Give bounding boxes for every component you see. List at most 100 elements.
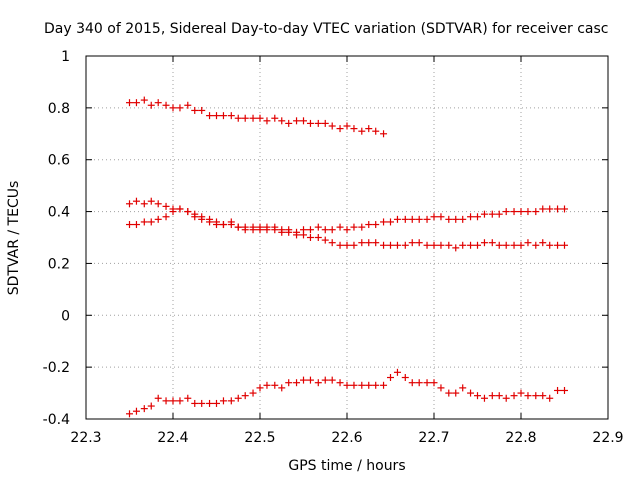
data-point-satellite-d — [546, 394, 554, 402]
data-point-satellite-a — [350, 125, 358, 133]
data-point-satellite-d — [430, 379, 438, 387]
data-point-satellite-c — [380, 218, 388, 226]
data-point-satellite-d — [162, 397, 170, 405]
data-point-satellite-d — [393, 368, 401, 376]
y-axis-label: SDTVAR / TECUs — [6, 181, 22, 296]
data-point-satellite-d — [328, 376, 336, 384]
axis-ticks: 22.3 22.4 22.5 22.6 22.7 22.8 22.9 -0.4 -0.2 0 0.2… — [43, 49, 624, 446]
data-point-satellite-c — [415, 215, 423, 223]
data-point-satellite-d — [561, 386, 568, 394]
data-point-satellite-c — [154, 215, 162, 223]
data-point-satellite-a — [219, 112, 227, 120]
data-point-satellite-b — [510, 241, 518, 249]
data-point-satellite-a — [147, 101, 155, 109]
x-tick-label: 22.5 — [244, 430, 275, 446]
data-point-satellite-c — [314, 223, 322, 231]
y-tick-label: 0.6 — [48, 153, 70, 169]
data-point-satellite-c — [554, 205, 562, 213]
data-point-satellite-a — [213, 112, 220, 120]
data-point-satellite-d — [554, 386, 562, 394]
data-point-satellite-a — [241, 114, 249, 122]
data-point-satellite-d — [343, 381, 351, 389]
data-point-satellite-b — [532, 241, 540, 249]
y-tick-label: 0.4 — [48, 205, 70, 221]
data-point-satellite-b — [328, 239, 336, 247]
data-point-satellite-a — [321, 119, 329, 127]
data-point-satellite-b — [445, 241, 453, 249]
data-point-satellite-a — [271, 114, 279, 122]
data-point-satellite-b — [474, 241, 481, 249]
data-point-satellite-b — [132, 197, 140, 205]
data-point-satellite-d — [213, 399, 220, 407]
data-point-satellite-a — [169, 104, 177, 112]
data-point-satellite-b — [546, 241, 554, 249]
data-point-satellite-c — [176, 205, 184, 213]
data-point-satellite-c — [488, 210, 496, 218]
data-point-satellite-c — [219, 221, 227, 229]
data-point-satellite-d — [206, 399, 214, 407]
data-point-satellite-d — [184, 394, 192, 402]
data-point-satellite-d — [495, 392, 503, 400]
data-point-satellite-a — [358, 127, 366, 135]
data-point-satellite-b — [517, 241, 525, 249]
x-tick-label: 22.7 — [418, 430, 449, 446]
data-point-satellite-b — [358, 239, 366, 247]
data-point-satellite-d — [147, 402, 155, 410]
data-point-satellite-a — [206, 112, 214, 120]
data-point-satellite-d — [132, 407, 140, 415]
data-point-satellite-c — [546, 205, 554, 213]
data-point-satellite-d — [480, 394, 488, 402]
data-point-satellite-c — [300, 226, 307, 234]
data-point-satellite-c — [285, 226, 293, 234]
data-point-satellite-a — [176, 104, 184, 112]
data-point-satellite-d — [169, 397, 177, 405]
data-point-satellite-c — [256, 223, 264, 231]
data-point-satellite-b — [524, 239, 532, 247]
data-point-satellite-c — [126, 221, 133, 229]
data-point-satellite-c — [430, 213, 438, 221]
y-tick-label: 0 — [61, 308, 70, 324]
data-point-satellite-c — [401, 215, 409, 223]
data-point-satellite-d — [532, 392, 540, 400]
data-point-satellite-d — [256, 384, 264, 392]
data-point-satellite-c — [474, 213, 481, 221]
y-tick-label: 1 — [61, 49, 70, 65]
data-point-satellite-d — [336, 379, 344, 387]
data-point-satellite-a — [154, 99, 162, 107]
data-point-satellite-c — [132, 221, 140, 229]
data-point-satellite-b — [430, 241, 438, 249]
data-point-satellite-c — [321, 226, 329, 234]
data-point-satellite-a — [314, 119, 322, 127]
data-point-satellite-d — [372, 381, 380, 389]
data-point-satellite-d — [358, 381, 366, 389]
data-point-satellite-d — [539, 392, 547, 400]
data-point-satellite-b — [401, 241, 409, 249]
data-point-satellite-b — [126, 200, 133, 208]
data-point-satellite-a — [328, 122, 336, 130]
data-point-satellite-d — [154, 394, 162, 402]
data-point-satellite-c — [213, 221, 220, 229]
data-point-satellite-b — [365, 239, 373, 247]
data-point-satellite-d — [445, 389, 453, 397]
data-point-satellite-b — [408, 239, 416, 247]
data-point-satellite-c — [510, 208, 518, 216]
data-point-satellite-d — [467, 389, 475, 397]
data-points — [126, 96, 568, 418]
data-point-satellite-b — [554, 241, 562, 249]
data-point-satellite-d — [314, 379, 322, 387]
grid — [86, 56, 608, 419]
data-point-satellite-c — [328, 226, 336, 234]
data-point-satellite-c — [227, 221, 235, 229]
data-point-satellite-d — [524, 392, 532, 400]
data-point-satellite-c — [517, 208, 525, 216]
data-point-satellite-d — [300, 376, 307, 384]
data-point-satellite-d — [437, 384, 445, 392]
x-tick-label: 22.3 — [70, 430, 101, 446]
data-point-satellite-b — [437, 241, 445, 249]
data-point-satellite-d — [234, 394, 242, 402]
data-point-satellite-c — [140, 218, 148, 226]
data-point-satellite-d — [510, 392, 518, 400]
data-point-satellite-d — [249, 389, 257, 397]
data-point-satellite-b — [314, 234, 322, 241]
data-point-satellite-c — [271, 223, 279, 231]
